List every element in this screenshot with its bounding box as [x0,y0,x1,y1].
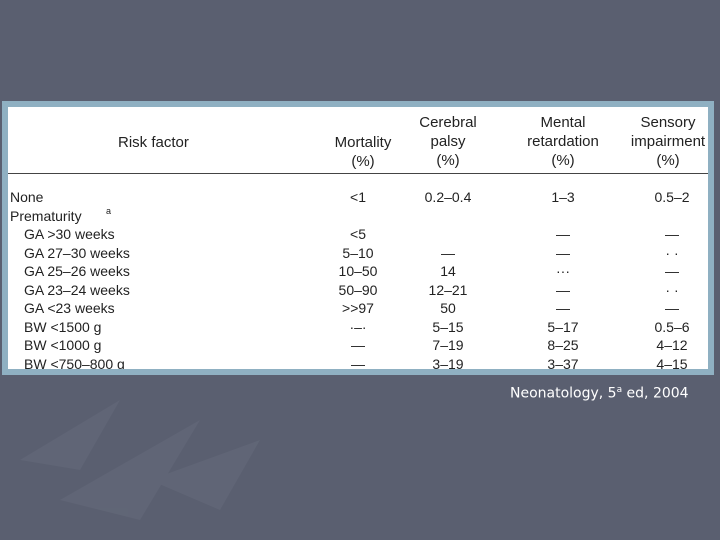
cerebral-palsy-cell: 0.2–0.4 [424,189,472,205]
mortality-cell: 10–50 [338,263,378,279]
risk-factor-cell: Prematurity [10,207,82,224]
sensory-impairment-cell: 4–12 [656,337,688,353]
table-row: GA >30 weeks <5 — — [8,226,708,244]
risk-factor-cell: GA 23–24 weeks [24,281,130,298]
risk-factor-cell: GA 27–30 weeks [24,244,130,261]
mortality-cell: >>97 [342,300,374,316]
mortality-cell: — [351,355,365,370]
header-divider [8,173,708,174]
sensory-impairment-cell: · · [665,281,679,298]
sensory-impairment-cell: 4–15 [656,355,688,370]
mortality-cell: — [351,337,365,353]
cerebral-palsy-cell: 12–21 [428,281,468,298]
mortality-cell: 50–90 [338,281,378,298]
table-row: Prematurity a [8,205,708,226]
mental-retardation-cell: 3–37 [547,355,579,370]
mental-retardation-cell: 8–25 [547,337,579,353]
header-risk-factor: Risk factor [118,134,189,151]
cerebral-palsy-cell: 3–19 [432,355,464,370]
table-row: GA 25–26 weeks 10–50 14 ··· — [8,263,708,281]
footnote-marker: a [106,205,112,216]
header-cerebral-palsy: Cerebral palsy (%) [419,114,477,169]
sensory-impairment-cell: — [665,300,679,316]
risk-factor-cell: BW <750–800 g [24,355,125,370]
citation: Neonatology, 5a ed, 2004 [510,385,689,402]
header-sensory-impairment: Sensory impairment (%) [630,114,706,169]
mental-retardation-cell: — [556,300,570,316]
risk-factor-cell: GA >30 weeks [24,226,115,242]
mortality-cell: ·–· [349,318,367,335]
table-frame: Risk factor Mortality (%) Cerebral palsy… [2,101,714,375]
sensory-impairment-cell: — [665,263,679,279]
table-row: None <1 0.2–0.4 1–3 0.5–2 [8,189,708,207]
table-row: GA 27–30 weeks 5–10 — — · · [8,245,708,263]
mortality-cell: <1 [350,189,366,205]
mortality-cell: <5 [350,226,366,242]
mental-retardation-cell: ··· [556,263,570,279]
risk-factor-table: Risk factor Mortality (%) Cerebral palsy… [8,107,708,369]
mental-retardation-cell: — [556,281,570,298]
cerebral-palsy-cell: 50 [440,300,456,316]
sensory-impairment-cell: · · [665,244,679,261]
risk-factor-cell: BW <1500 g [24,318,102,335]
risk-factor-cell: GA <23 weeks [24,300,115,316]
table-row: GA 23–24 weeks 50–90 12–21 — · · [8,282,708,300]
mental-retardation-cell: 5–17 [547,318,579,335]
table-row: GA <23 weeks >>97 50 — — [8,300,708,318]
risk-factor-cell: None [10,189,44,205]
table-row: BW <1500 g ·–· 5–15 5–17 0.5–6 [8,319,708,337]
mortality-cell: 5–10 [342,244,374,261]
sensory-impairment-cell: 0.5–2 [654,189,690,205]
table-row: BW <750–800 g — 3–19 3–37 4–15 [8,356,708,370]
mental-retardation-cell: — [556,244,570,261]
table-row: BW <1000 g — 7–19 8–25 4–12 [8,337,708,355]
header-mortality: Mortality (%) [334,134,392,170]
sensory-impairment-cell: 0.5–6 [654,318,690,335]
risk-factor-cell: GA 25–26 weeks [24,263,130,279]
cerebral-palsy-cell: — [441,244,455,261]
mental-retardation-cell: 1–3 [551,189,575,205]
cerebral-palsy-cell: 14 [440,263,456,279]
sensory-impairment-cell: — [665,226,679,242]
cerebral-palsy-cell: 7–19 [432,337,464,353]
risk-factor-cell: BW <1000 g [24,337,102,353]
cerebral-palsy-cell: 5–15 [432,318,464,335]
header-mental-retardation: Mental retardation (%) [527,114,599,169]
mental-retardation-cell: — [556,226,570,242]
